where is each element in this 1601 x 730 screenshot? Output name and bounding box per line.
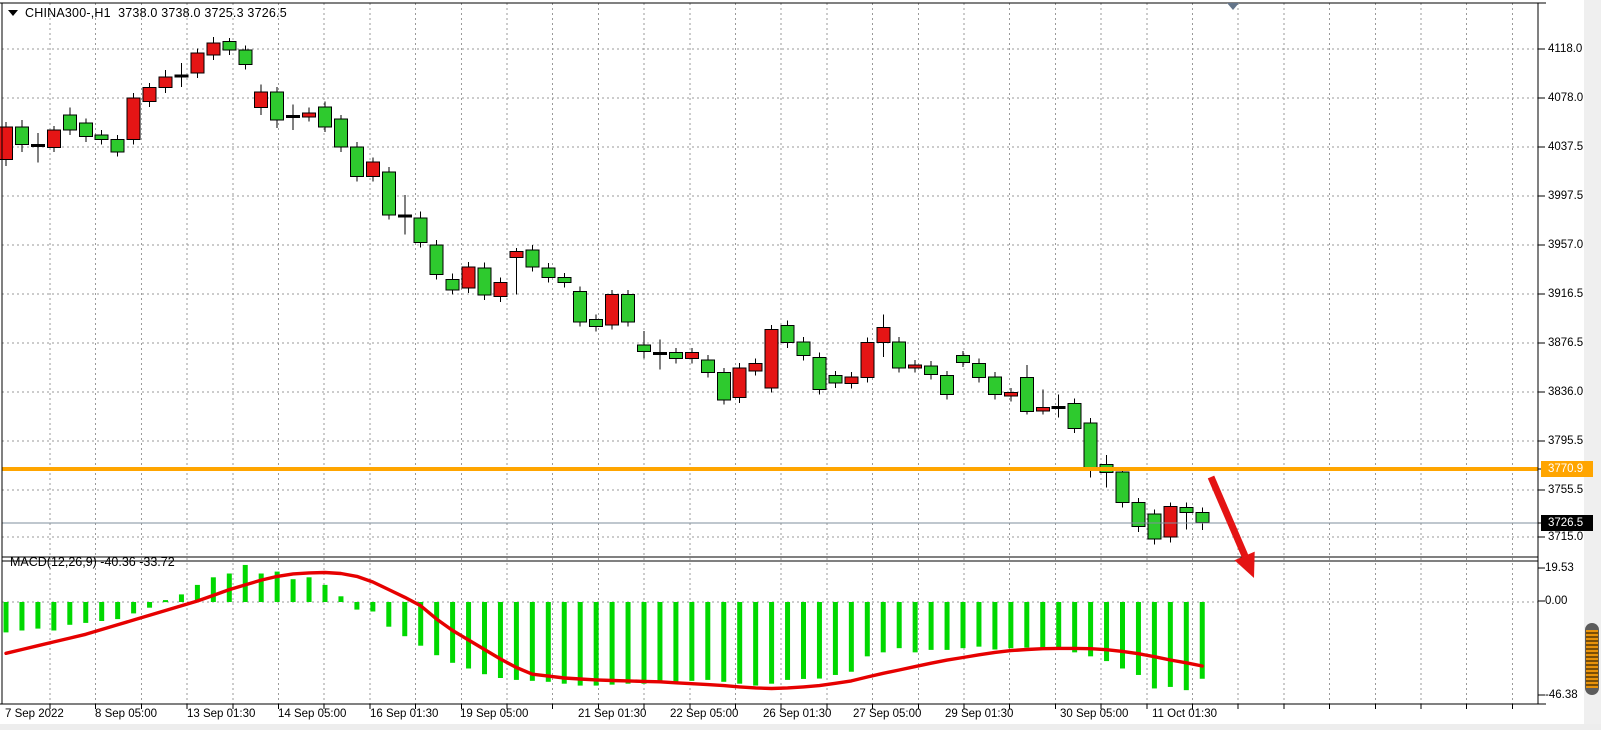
scrollbar-thumb-stripes xyxy=(1586,630,1598,688)
symbol-dropdown-icon[interactable] xyxy=(8,10,18,16)
page-scrollbar-thumb[interactable] xyxy=(1585,623,1599,695)
down-arrow-annotation xyxy=(1207,475,1255,578)
hline-price-tag: 3770.9 xyxy=(1541,461,1593,477)
page-bottom-strip xyxy=(0,724,1601,730)
chart-title-bar: CHINA300-,H1 3738.0 3738.0 3725.3 3726.5 xyxy=(8,5,287,21)
candlestick-series xyxy=(0,36,1210,545)
macd-indicator-label: MACD(12,26,9) -40.36 -33.72 xyxy=(10,555,175,569)
scroll-to-end-icon[interactable] xyxy=(1227,3,1239,10)
last-price-tag: 3726.5 xyxy=(1541,515,1593,531)
chart-frame xyxy=(0,2,1546,709)
macd-signal-line xyxy=(4,570,1204,691)
macd-histogram-series xyxy=(3,564,1205,691)
chart-title: CHINA300-,H1 3738.0 3738.0 3725.3 3726.5 xyxy=(25,6,287,20)
page-scrollbar-track[interactable] xyxy=(1584,0,1601,730)
